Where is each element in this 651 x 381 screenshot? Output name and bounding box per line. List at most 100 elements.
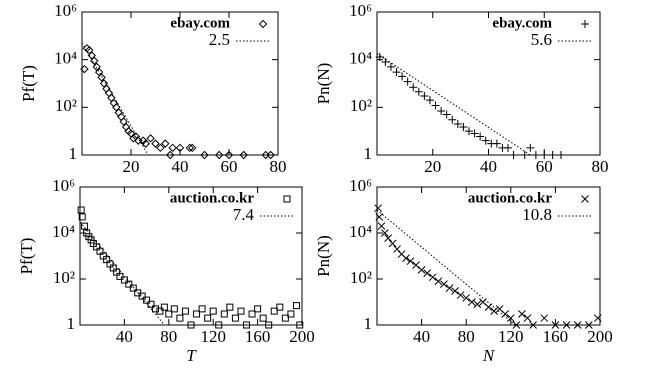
x-tick-label: 160 bbox=[245, 327, 271, 346]
point bbox=[120, 276, 128, 284]
point bbox=[562, 321, 571, 329]
x-tick-label: 80 bbox=[592, 157, 609, 176]
point bbox=[551, 321, 560, 329]
y-tick-label: 1 bbox=[364, 144, 373, 163]
point bbox=[248, 310, 256, 318]
y-tick-label: 10⁶ bbox=[349, 1, 372, 20]
point bbox=[490, 307, 498, 316]
legend-marker bbox=[581, 20, 589, 28]
point bbox=[156, 307, 164, 315]
point bbox=[420, 91, 429, 100]
point bbox=[473, 300, 482, 309]
point bbox=[409, 83, 418, 92]
point bbox=[381, 57, 390, 66]
x-tick-label: 20 bbox=[123, 157, 140, 176]
x-tick-label: 60 bbox=[221, 157, 238, 176]
point bbox=[492, 139, 501, 148]
point bbox=[403, 77, 412, 86]
point bbox=[388, 239, 397, 248]
point bbox=[119, 117, 128, 126]
point bbox=[94, 67, 104, 77]
point bbox=[406, 257, 415, 265]
point bbox=[584, 321, 593, 329]
point bbox=[453, 119, 462, 128]
plot-frame bbox=[376, 11, 601, 156]
point bbox=[375, 213, 384, 221]
point bbox=[138, 292, 146, 300]
point bbox=[276, 303, 284, 311]
point bbox=[77, 206, 85, 214]
point bbox=[417, 265, 426, 274]
legend-marker bbox=[581, 195, 589, 203]
x-tick-label: 120 bbox=[498, 327, 524, 346]
point bbox=[425, 96, 434, 105]
legend-label: 2.5 bbox=[209, 30, 230, 49]
point bbox=[451, 287, 459, 295]
point bbox=[83, 229, 91, 237]
y-tick-label: 10⁶ bbox=[52, 176, 75, 195]
point bbox=[161, 139, 170, 148]
point bbox=[97, 73, 106, 82]
point bbox=[92, 62, 101, 72]
point bbox=[151, 139, 160, 148]
point bbox=[504, 143, 513, 152]
x-tick-label: 40 bbox=[480, 157, 497, 176]
fit-line bbox=[79, 221, 165, 326]
y-tick-label: 10⁴ bbox=[52, 222, 75, 241]
legend-label: ebay.com bbox=[170, 15, 230, 31]
y-tick-label: 1 bbox=[364, 314, 373, 333]
x-tick-label: 160 bbox=[543, 327, 569, 346]
point bbox=[556, 151, 565, 159]
y-axis-label: Pn(N) bbox=[314, 235, 333, 277]
point bbox=[112, 103, 121, 112]
point bbox=[143, 296, 151, 304]
point bbox=[476, 132, 485, 141]
y-tick-label: 10⁶ bbox=[54, 1, 77, 20]
point bbox=[520, 151, 529, 159]
x-tick-label: 120 bbox=[200, 327, 226, 346]
point bbox=[501, 310, 510, 318]
point bbox=[151, 305, 159, 313]
point bbox=[270, 307, 278, 315]
point bbox=[170, 305, 178, 313]
point bbox=[187, 321, 195, 329]
legend-marker bbox=[258, 19, 268, 29]
panel: 1 10² 10⁴ 10⁶ 40 80 120 160 200 T Pf(T) auction.co.… bbox=[17, 176, 315, 365]
legend-marker bbox=[283, 195, 291, 203]
point bbox=[165, 150, 175, 160]
point bbox=[193, 310, 201, 318]
point bbox=[188, 143, 197, 153]
point bbox=[200, 150, 209, 160]
point bbox=[113, 268, 121, 276]
point bbox=[540, 314, 549, 322]
point bbox=[445, 284, 454, 293]
point bbox=[540, 151, 549, 159]
point bbox=[220, 310, 228, 318]
point bbox=[214, 150, 224, 160]
point bbox=[224, 150, 234, 160]
y-axis-label: Pf(T) bbox=[19, 65, 38, 102]
point bbox=[374, 204, 382, 213]
point bbox=[237, 307, 245, 315]
point bbox=[78, 213, 86, 221]
y-tick-label: 10² bbox=[350, 96, 372, 115]
point bbox=[431, 101, 440, 110]
point bbox=[176, 314, 184, 322]
y-tick-label: 10² bbox=[55, 96, 77, 115]
point bbox=[593, 314, 602, 322]
x-tick-label: 40 bbox=[172, 157, 189, 176]
point bbox=[181, 307, 189, 315]
legend-label: auction.co.kr bbox=[468, 190, 553, 206]
point bbox=[523, 314, 532, 322]
x-tick-label: 200 bbox=[289, 327, 315, 346]
point bbox=[175, 143, 185, 153]
y-tick-label: 10² bbox=[350, 268, 372, 287]
point bbox=[209, 307, 217, 315]
point bbox=[239, 150, 248, 160]
point bbox=[384, 234, 393, 242]
point bbox=[414, 87, 423, 96]
point bbox=[402, 254, 410, 263]
point bbox=[531, 151, 540, 159]
